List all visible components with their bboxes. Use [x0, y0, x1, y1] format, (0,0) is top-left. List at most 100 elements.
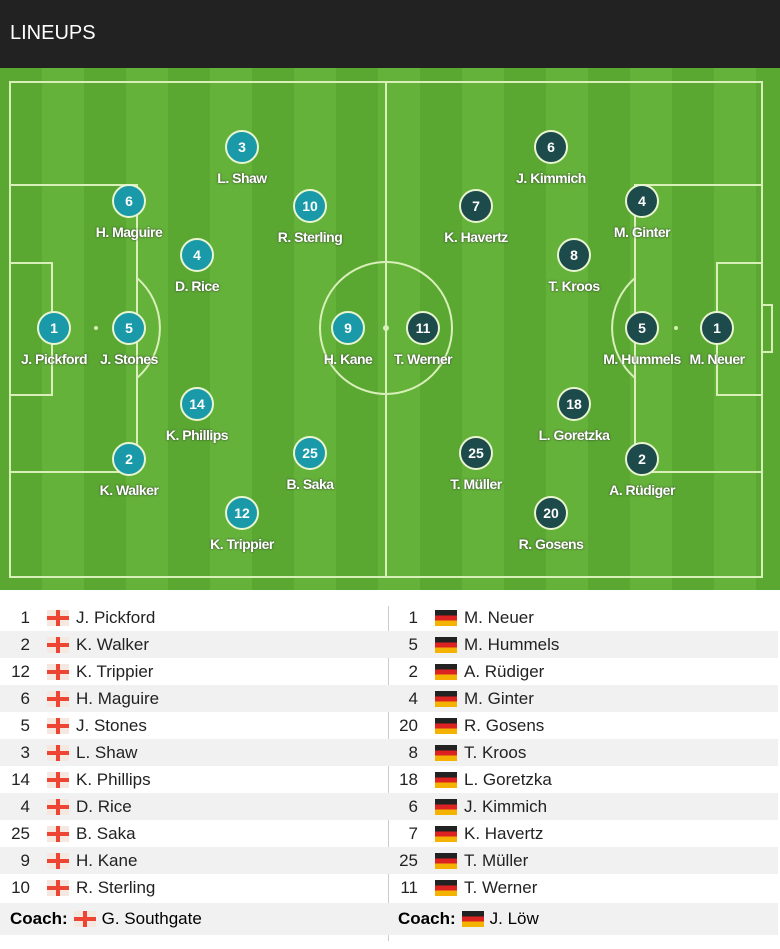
lineup-row[interactable]: 10 R. Sterling [0, 874, 390, 901]
lineup-row[interactable]: 7 K. Havertz [388, 820, 778, 847]
player-number-badge: 7 [459, 189, 493, 223]
player-name: T. Kroos [548, 278, 600, 294]
lineup-row[interactable]: 1 M. Neuer [388, 604, 778, 631]
player-name[interactable]: J. Stones [76, 715, 147, 735]
player-number: 2 [20, 634, 30, 654]
player-name: R. Gosens [518, 536, 584, 552]
player-name: T. Werner [393, 351, 453, 367]
player-name[interactable]: K. Phillips [76, 769, 151, 789]
lineup-row[interactable]: 14 K. Phillips [0, 766, 390, 793]
pitch-player[interactable]: 8 T. Kroos [504, 238, 644, 294]
pitch-player[interactable]: 18 L. Goretzka [504, 387, 644, 443]
lineup-row[interactable]: 20 R. Gosens [388, 712, 778, 739]
lineup-row[interactable]: 3 L. Shaw [0, 739, 390, 766]
player-name[interactable]: M. Hummels [464, 634, 560, 654]
player-number-badge: 6 [112, 184, 146, 218]
pitch-player[interactable]: 25 B. Saka [240, 436, 380, 492]
england-flag-icon [47, 852, 69, 869]
player-name[interactable]: R. Sterling [76, 877, 156, 897]
pitch-player[interactable]: 2 A. Rüdiger [572, 442, 712, 498]
pitch-player[interactable]: 4 D. Rice [127, 238, 267, 294]
pitch-player[interactable]: 11 T. Werner [353, 311, 493, 367]
home-lineup-list: 1 J. Pickford 2 K. Walker 12 K. Trippier 6 H. M… [0, 604, 390, 935]
pitch-player[interactable]: 6 J. Kimmich [481, 130, 621, 186]
player-name[interactable]: T. Werner [464, 877, 538, 897]
player-number-badge: 8 [557, 238, 591, 272]
player-name[interactable]: R. Gosens [464, 715, 545, 735]
lineup-row[interactable]: 2 K. Walker [0, 631, 390, 658]
player-number: 2 [408, 661, 418, 681]
player-number-badge: 2 [625, 442, 659, 476]
player-name[interactable]: J. Pickford [76, 607, 156, 627]
player-name[interactable]: M. Ginter [464, 688, 534, 708]
pitch-player[interactable]: 4 M. Ginter [572, 184, 712, 240]
pitch-player[interactable]: 12 K. Trippier [172, 496, 312, 552]
pitch-player[interactable]: 5 J. Stones [59, 311, 199, 367]
lineup-row[interactable]: 6 J. Kimmich [388, 793, 778, 820]
pitch-player[interactable]: 1 J. Pickford [0, 311, 124, 367]
pitch-player[interactable]: 25 T. Müller [406, 436, 546, 492]
lineup-row[interactable]: 5 M. Hummels [388, 631, 778, 658]
player-name: M. Neuer [689, 351, 745, 367]
pitch-player[interactable]: 3 L. Shaw [172, 130, 312, 186]
player-name: L. Shaw [217, 170, 267, 186]
lineup-row[interactable]: 25 T. Müller [388, 847, 778, 874]
germany-flag-icon [435, 663, 457, 680]
pitch-player[interactable]: 6 H. Maguire [59, 184, 199, 240]
pitch-player[interactable]: 5 M. Hummels [572, 311, 712, 367]
player-name: J. Stones [100, 351, 158, 367]
player-name: R. Sterling [277, 229, 343, 245]
lineup-row[interactable]: 2 A. Rüdiger [388, 658, 778, 685]
player-name[interactable]: D. Rice [76, 796, 132, 816]
player-number-badge: 4 [625, 184, 659, 218]
player-name[interactable]: B. Saka [76, 823, 136, 843]
player-name: J. Kimmich [516, 170, 586, 186]
germany-flag-icon [435, 744, 457, 761]
lineup-row[interactable]: 18 L. Goretzka [388, 766, 778, 793]
player-name[interactable]: H. Kane [76, 850, 138, 870]
coach-label: Coach: [398, 909, 456, 928]
england-flag-icon [47, 825, 69, 842]
coach-name[interactable]: G. Southgate [101, 909, 202, 928]
player-number-badge: 2 [112, 442, 146, 476]
pitch-player[interactable]: 1 M. Neuer [647, 311, 780, 367]
lineup-row[interactable]: 12 K. Trippier [0, 658, 390, 685]
pitch-player[interactable]: 10 R. Sterling [240, 189, 380, 245]
player-name[interactable]: H. Maguire [76, 688, 160, 708]
player-name[interactable]: L. Goretzka [464, 769, 552, 789]
lineup-row[interactable]: 5 J. Stones [0, 712, 390, 739]
player-name: J. Pickford [20, 351, 88, 367]
player-number-badge: 18 [557, 387, 591, 421]
player-name[interactable]: J. Kimmich [464, 796, 548, 816]
lineup-row[interactable]: 1 J. Pickford [0, 604, 390, 631]
player-name: K. Havertz [444, 229, 508, 245]
player-number: 6 [408, 796, 418, 816]
lineup-row[interactable]: 6 H. Maguire [0, 685, 390, 712]
player-name[interactable]: K. Walker [76, 634, 150, 654]
coach-name[interactable]: J. Löw [489, 909, 539, 928]
player-name[interactable]: M. Neuer [464, 607, 534, 627]
lineup-row[interactable]: 9 H. Kane [0, 847, 390, 874]
coach-label: Coach: [10, 909, 68, 928]
player-number: 5 [20, 715, 30, 735]
player-name[interactable]: T. Kroos [464, 742, 527, 762]
player-name[interactable]: K. Trippier [76, 661, 154, 681]
pitch-player[interactable]: 9 H. Kane [278, 311, 418, 367]
lineup-row[interactable]: 25 B. Saka [0, 820, 390, 847]
pitch-player[interactable]: 20 R. Gosens [481, 496, 621, 552]
player-number: 7 [408, 823, 418, 843]
england-flag-icon [47, 798, 69, 815]
player-name[interactable]: T. Müller [464, 850, 529, 870]
player-name[interactable]: A. Rüdiger [464, 661, 545, 681]
pitch-player[interactable]: 7 K. Havertz [406, 189, 546, 245]
lineup-row[interactable]: 8 T. Kroos [388, 739, 778, 766]
lineup-row[interactable]: 4 M. Ginter [388, 685, 778, 712]
lineup-row[interactable]: 11 T. Werner [388, 874, 778, 901]
lineup-row[interactable]: 4 D. Rice [0, 793, 390, 820]
player-name[interactable]: L. Shaw [76, 742, 138, 762]
pitch-player[interactable]: 14 K. Phillips [127, 387, 267, 443]
lineups-header: LINEUPS [0, 0, 780, 68]
player-name[interactable]: K. Havertz [464, 823, 544, 843]
away-lineup-list: 1 M. Neuer 5 M. Hummels 2 A. Rüdiger 4 M. Ginte… [388, 604, 778, 935]
pitch-player[interactable]: 2 K. Walker [59, 442, 199, 498]
